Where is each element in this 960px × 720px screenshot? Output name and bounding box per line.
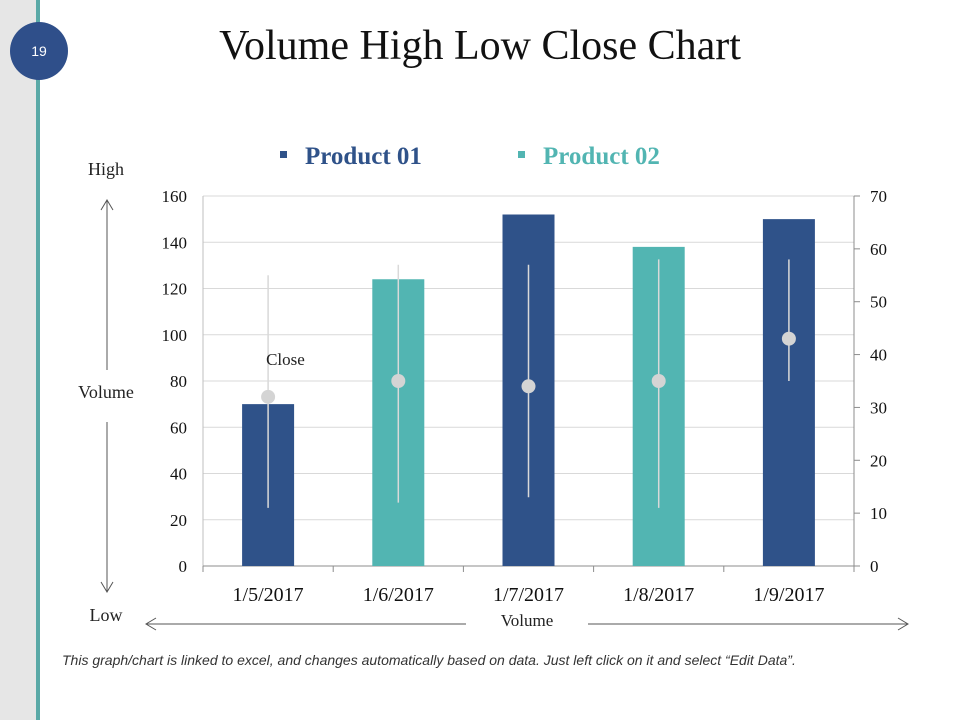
legend-marker-1 [280, 151, 287, 158]
x-tick-label: 1/9/2017 [753, 584, 824, 606]
x-tick-label: 1/7/2017 [493, 584, 564, 606]
y-left-tick-label: 60 [170, 418, 187, 437]
y-right-tick-label: 0 [870, 557, 879, 576]
y-left-tick-label: 40 [170, 465, 187, 484]
footer-note: This graph/chart is linked to excel, and… [62, 652, 796, 668]
y-left-tick-label: 100 [162, 326, 188, 345]
y-right-tick-label: 30 [870, 398, 887, 417]
legend-label-2: Product 02 [543, 143, 660, 170]
y-left-tick-label: 80 [170, 372, 187, 391]
close-marker [261, 389, 276, 404]
arrow-down-head [100, 581, 114, 593]
close-marker [651, 374, 666, 388]
y-left-tick-label: 120 [162, 280, 188, 299]
x-volume-annotation: Volume [501, 611, 554, 630]
high-annotation: High [88, 159, 124, 179]
x-tick-label: 1/6/2017 [363, 584, 434, 606]
y-right-tick-label: 10 [870, 504, 887, 523]
x-tick-label: 1/8/2017 [623, 584, 694, 606]
y-right-tick-label: 70 [870, 187, 887, 206]
slide-title: Volume High Low Close Chart [219, 23, 741, 69]
arrow-left-head [145, 617, 157, 631]
y-right-tick-label: 20 [870, 451, 887, 470]
arrow-right-head [897, 617, 909, 631]
close-marker [521, 379, 536, 394]
close-marker [781, 331, 796, 346]
y-right-tick-label: 50 [870, 293, 887, 312]
y-left-tick-label: 160 [162, 187, 188, 206]
y-volume-annotation: Volume [78, 382, 134, 402]
arrow-up-head [100, 199, 114, 211]
page-number: 19 [31, 43, 47, 59]
low-annotation: Low [90, 605, 123, 625]
legend-label-1: Product 01 [305, 143, 422, 170]
legend-marker-2 [518, 151, 525, 158]
left-decor-strip [0, 0, 36, 720]
y-left-tick-label: 20 [170, 511, 187, 530]
y-left-tick-label: 0 [179, 557, 188, 576]
close-data-label: Close [266, 350, 305, 369]
y-right-tick-label: 40 [870, 346, 887, 365]
left-accent-line [36, 0, 40, 720]
y-right-tick-label: 60 [870, 240, 887, 259]
close-marker [391, 374, 406, 388]
y-left-tick-label: 140 [162, 233, 188, 252]
x-tick-label: 1/5/2017 [233, 584, 304, 606]
page-number-badge: 19 [10, 22, 68, 80]
